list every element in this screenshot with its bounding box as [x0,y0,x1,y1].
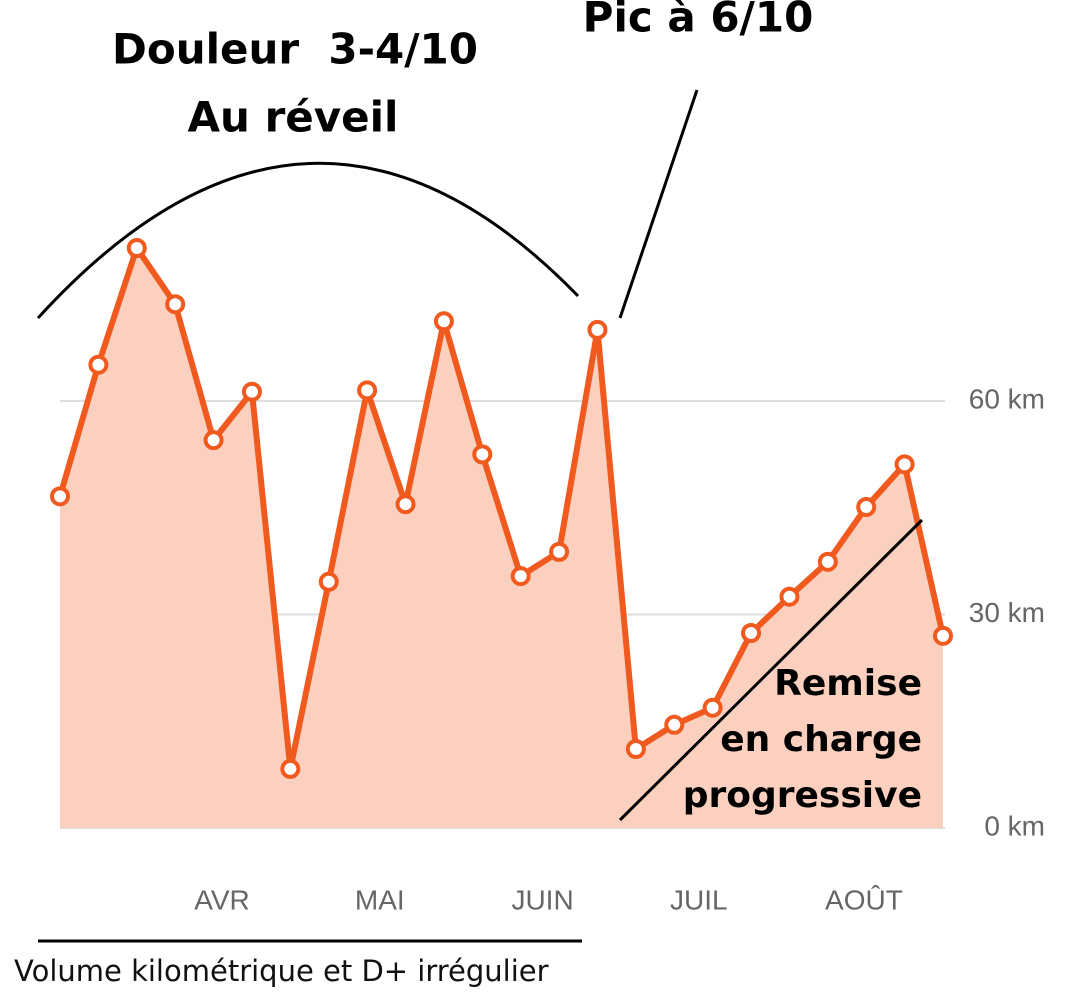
bracket-arc [36,161,580,320]
point [203,430,224,451]
point [318,571,339,592]
x-tick-label: AVR [194,884,250,915]
plot-area: 0 km 30 km 60 km AVR MAI JUIN JUIL AOÛT [50,237,1045,915]
x-tick-label: AOÛT [825,884,903,915]
point [395,494,416,515]
y-tick-label: 30 km [969,597,1045,628]
point [933,625,953,646]
point [126,237,147,258]
point [88,354,109,375]
point [894,454,915,475]
point [357,380,378,401]
x-tick-label: JUIL [670,884,728,915]
point [741,623,762,644]
annotation: progressive [683,775,922,816]
y-tick-label: 60 km [969,383,1045,414]
point [241,381,262,402]
caption: Volume kilométrique et D+ irrégulier [14,954,549,988]
point [280,758,301,779]
point [472,444,493,465]
annotation: Remise [774,663,922,704]
point [510,566,531,587]
pointer-line [618,89,699,319]
annotation: Douleur 3-4/10 [112,25,478,74]
point [856,497,877,518]
annotation: Pic à 6/10 [583,0,814,42]
point [165,294,186,315]
x-tick-label: JUIN [511,884,573,915]
point [433,311,454,332]
point [587,319,608,340]
x-tick-label: MAI [355,884,405,915]
trend-line [618,518,924,822]
annotation: Au réveil [188,93,399,142]
y-tick-label: 0 km [984,810,1045,841]
point [664,714,685,735]
point [817,551,838,572]
point [625,739,646,760]
point [779,586,800,607]
point [702,697,723,718]
point [549,541,570,562]
annotation: en charge [720,719,922,760]
point [50,486,70,507]
